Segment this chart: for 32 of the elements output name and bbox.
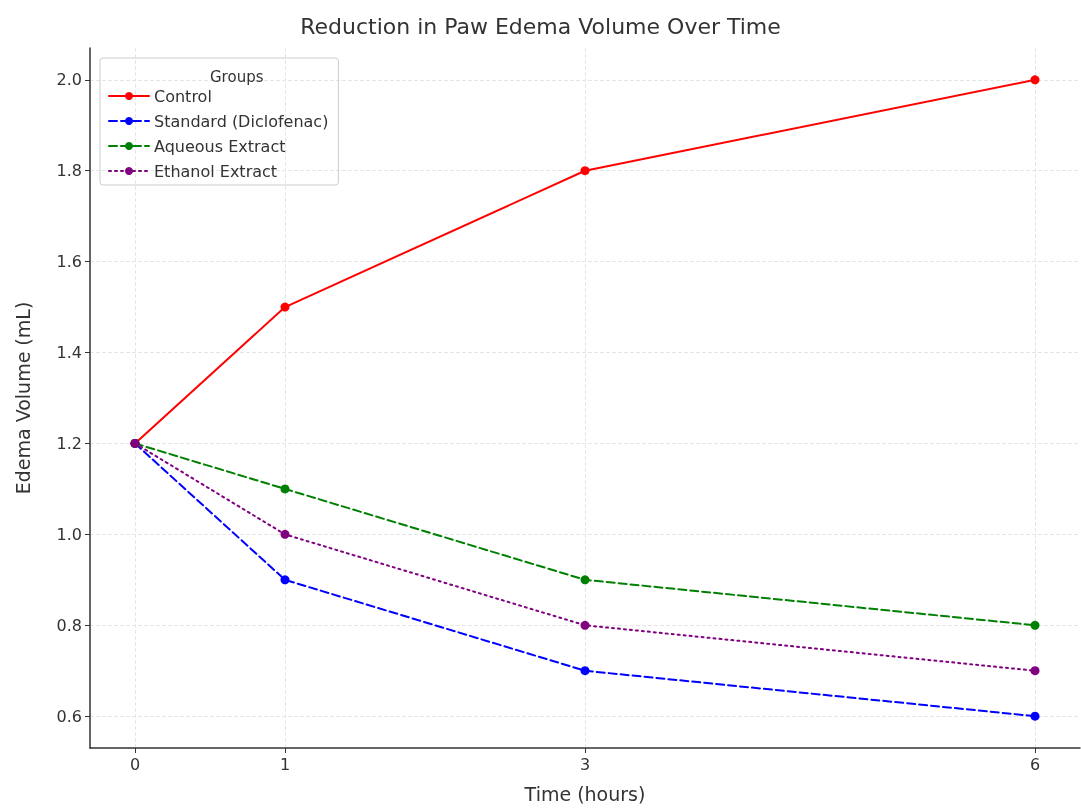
point (1030, 666, 1040, 676)
y-tick-label: 1.0 (56, 524, 82, 544)
x-tick-label: 0 (129, 754, 141, 774)
point (280, 302, 290, 312)
point (280, 484, 290, 494)
point (580, 575, 590, 585)
x-tick-label: 3 (579, 754, 591, 774)
y-axis-title: Edema Volume (mL) (11, 301, 34, 495)
y-tick-label: 1.2 (56, 433, 82, 453)
point (1030, 620, 1040, 630)
legend-label: Ethanol Extract (154, 161, 278, 181)
y-tick-label: 2.0 (56, 70, 82, 90)
x-axis-title: Time (hours) (523, 782, 646, 805)
legend-title: Groups (210, 67, 264, 86)
point (1030, 711, 1040, 721)
legend-label: Control (154, 86, 212, 106)
x-tick-label: 6 (1029, 754, 1041, 774)
legend-label: Standard (Diclofenac) (154, 111, 329, 131)
y-tick-label: 0.6 (56, 706, 82, 726)
y-tick-label: 0.8 (56, 615, 82, 635)
legend-label: Aqueous Extract (154, 136, 286, 156)
point (580, 620, 590, 630)
point (280, 529, 290, 539)
chart-title: Reduction in Paw Edema Volume Over Time (300, 13, 781, 39)
y-tick-label: 1.8 (56, 161, 82, 181)
point (580, 166, 590, 176)
y-tick-label: 1.6 (56, 252, 82, 272)
x-tick-label: 1 (279, 754, 291, 774)
point (280, 575, 290, 585)
y-tick-label: 1.4 (56, 343, 82, 363)
point (580, 666, 590, 676)
point (1030, 75, 1040, 85)
